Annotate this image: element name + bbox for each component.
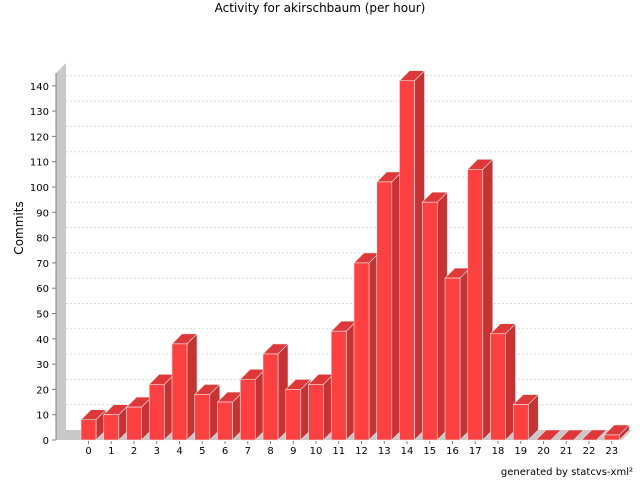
x-tick-label: 9: [290, 446, 296, 457]
bar: [580, 429, 608, 441]
bar-front: [285, 389, 302, 441]
y-tick-label: 10: [36, 411, 49, 422]
bar-front: [194, 394, 211, 441]
x-tick-label: 21: [560, 446, 573, 457]
bar: [376, 171, 403, 441]
bar-front: [330, 330, 347, 441]
x-tick-label: 16: [446, 446, 459, 457]
bars: [80, 70, 630, 441]
bar: [307, 373, 335, 441]
x-tick-label: 23: [605, 446, 618, 457]
bar-top: [558, 429, 585, 441]
y-tick-label: 0: [43, 436, 49, 447]
y-axis: 0 10 20 30 40 50 60 70 80 90 100 110 120 130 140: [30, 73, 57, 447]
bar-front: [512, 404, 529, 441]
bar: [353, 252, 380, 441]
x-axis: 0 1 2 3 4 5 6 7 8 9 10 11 12 13 14 15 16 17 18 19 20 21 22 23: [85, 441, 618, 457]
bar-front: [467, 168, 484, 441]
y-tick-label: 50: [36, 310, 49, 321]
x-tick-label: 5: [199, 446, 205, 457]
bar: [489, 323, 517, 441]
bar-front: [80, 419, 97, 441]
x-tick-label: 14: [401, 446, 414, 457]
y-tick-label: 80: [36, 234, 49, 245]
y-tick-label: 70: [36, 259, 49, 270]
bar: [467, 158, 494, 441]
bar: [398, 70, 426, 441]
x-tick-label: 2: [131, 446, 137, 457]
bar: [216, 391, 244, 441]
x-tick-label: 10: [310, 446, 323, 457]
bar-top: [535, 429, 562, 441]
x-tick-label: 11: [332, 446, 345, 457]
bar: [285, 378, 312, 441]
x-tick-label: 19: [514, 446, 527, 457]
y-tick-label: 140: [30, 82, 49, 93]
chart-title: Activity for akirschbaum (per hour): [215, 1, 426, 15]
y-tick-label: 130: [30, 107, 49, 118]
generated-by-footer: generated by statcvs-xml²: [501, 467, 633, 478]
bar: [171, 333, 198, 441]
x-tick-label: 17: [469, 446, 482, 457]
y-tick-label: 110: [30, 158, 49, 169]
x-tick-label: 3: [154, 446, 160, 457]
y-tick-label: 60: [36, 284, 49, 295]
bar: [444, 267, 471, 441]
x-tick-label: 15: [423, 446, 436, 457]
x-tick-label: 1: [108, 446, 114, 457]
x-tick-label: 12: [355, 446, 368, 457]
bar-front: [103, 414, 120, 441]
bar-front: [444, 277, 461, 441]
bar-front: [353, 262, 370, 441]
y-axis-label: Commits: [12, 201, 26, 254]
bar-front: [171, 343, 188, 441]
y-tick-label: 40: [36, 335, 49, 346]
x-tick-label: 8: [267, 446, 273, 457]
bar-front: [399, 80, 415, 441]
bar: [512, 393, 539, 441]
bar: [194, 383, 221, 441]
x-tick-label: 13: [378, 446, 391, 457]
left-wall: [56, 63, 66, 441]
bar-front: [490, 333, 506, 441]
bar: [262, 343, 289, 441]
x-tick-label: 18: [492, 446, 505, 457]
bar-front: [376, 181, 393, 441]
bar-front: [148, 384, 165, 441]
x-tick-label: 0: [85, 446, 91, 457]
x-tick-label: 6: [222, 446, 228, 457]
bar: [330, 320, 357, 441]
y-tick-label: 120: [30, 132, 49, 143]
x-tick-label: 7: [245, 446, 251, 457]
y-tick-label: 90: [36, 208, 49, 219]
bar-front: [126, 406, 142, 441]
bar-front: [421, 201, 438, 441]
bar-top: [580, 429, 608, 441]
bar-front: [603, 434, 620, 441]
y-tick-label: 30: [36, 360, 49, 371]
bar-front: [308, 384, 324, 441]
bar: [558, 429, 585, 441]
x-tick-label: 20: [537, 446, 550, 457]
bar: [421, 191, 448, 441]
bar: [125, 396, 153, 441]
bar-front: [262, 353, 279, 441]
bar: [148, 373, 175, 441]
y-tick-label: 20: [36, 385, 49, 396]
y-tick-label: 100: [30, 183, 49, 194]
x-tick-label: 22: [583, 446, 596, 457]
bar-front: [239, 378, 256, 441]
bar: [239, 368, 266, 441]
bar-front: [217, 401, 233, 441]
bar: [603, 424, 630, 441]
x-tick-label: 4: [176, 446, 182, 457]
bar: [535, 429, 562, 441]
